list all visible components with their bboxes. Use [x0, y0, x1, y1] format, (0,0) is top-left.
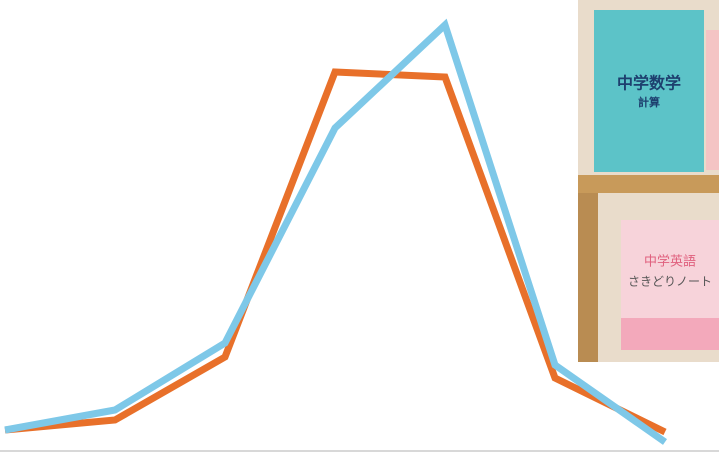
book-text: 計算 [638, 95, 660, 109]
book-cover [706, 30, 719, 170]
book-cover [594, 10, 704, 172]
book-text: さきどりノート [628, 275, 712, 289]
line [4, 18, 668, 445]
shelf [578, 175, 719, 193]
shelf-side [578, 193, 598, 362]
book-band [621, 318, 719, 350]
photo: 中学数学 計算 中学英語 さきどりノート [578, 0, 719, 362]
line [4, 68, 667, 436]
book-text: 中学数学 [617, 74, 681, 93]
book-text: 中学英語 [644, 254, 696, 270]
